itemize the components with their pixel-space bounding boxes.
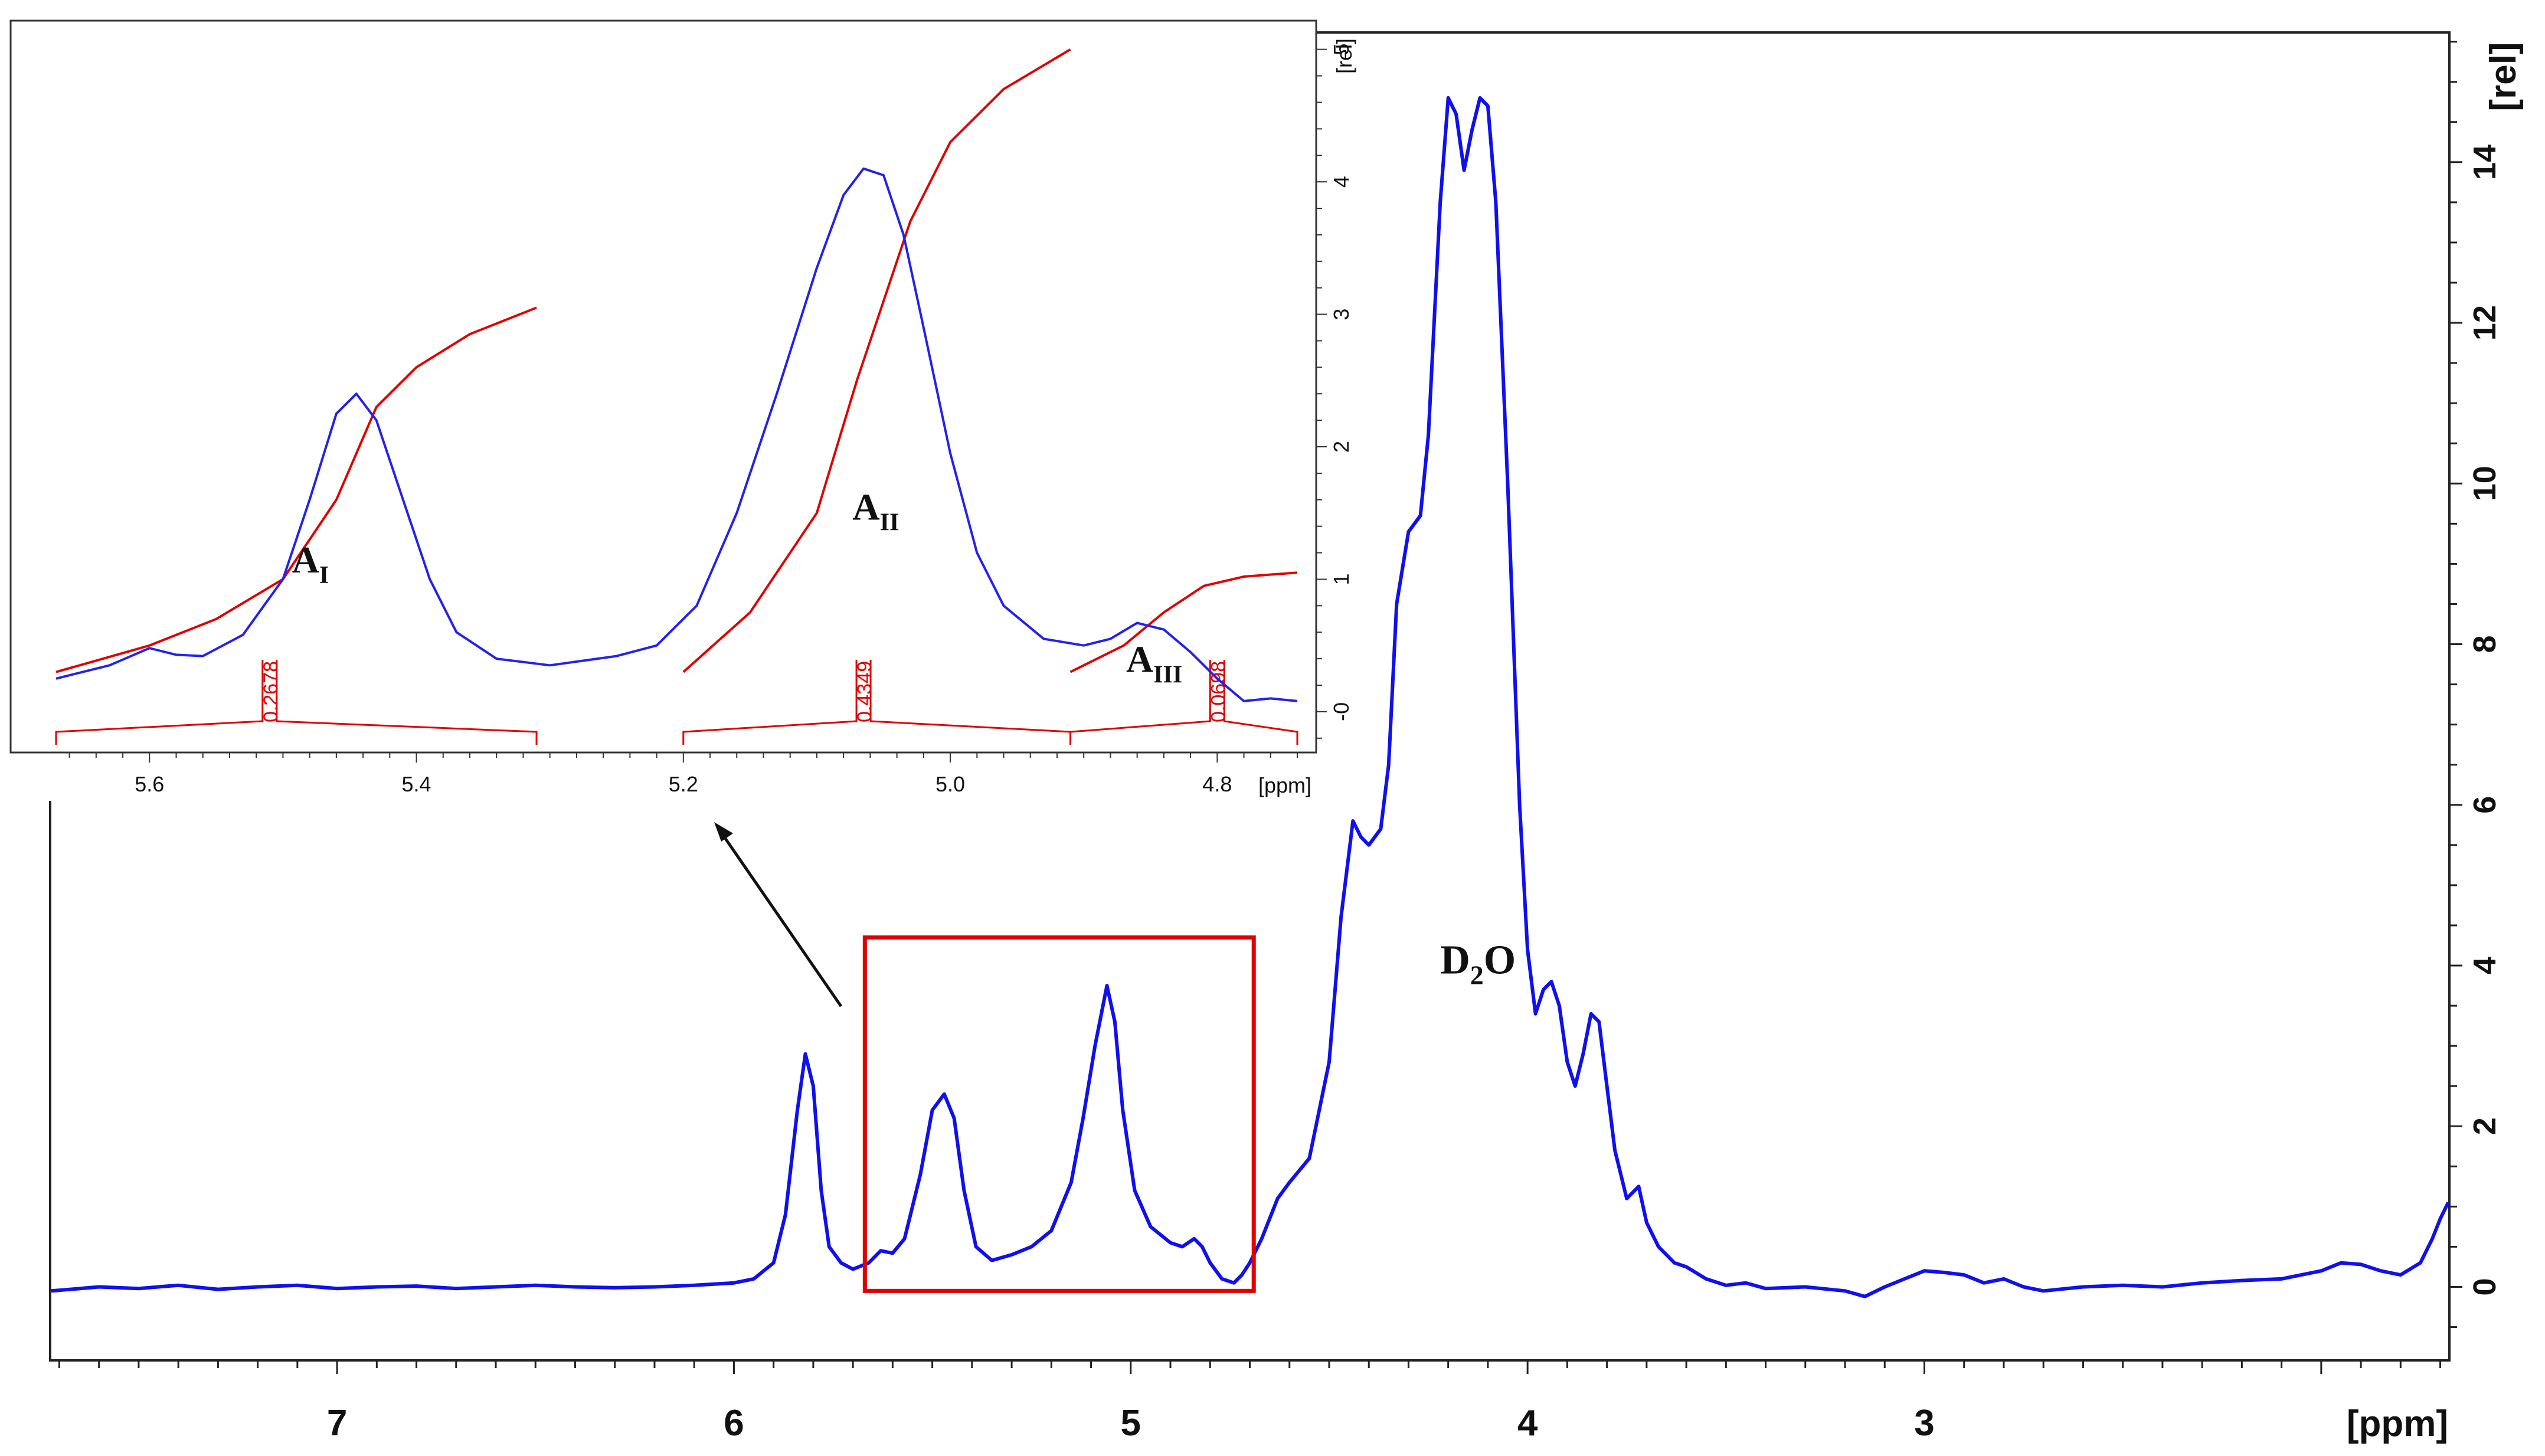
- main-x-tick-label: 3: [1914, 1403, 1934, 1444]
- inset-y-axis: -0 1 2 3 4 5: [1316, 44, 1353, 739]
- inset-y-tick-label: 5: [1329, 44, 1353, 55]
- inset-integrals: 0.2678 0.4349 0.0698: [55, 48, 1298, 745]
- integral-value-label: 0.4349: [853, 661, 876, 722]
- zoom-highlight-box: [862, 935, 1256, 1293]
- inset-x-tick-label: 5.4: [402, 772, 431, 796]
- zoom-arrow: [721, 834, 843, 1007]
- main-y-tick-label: 2: [2467, 1117, 2503, 1135]
- integral-value-label: 0.2678: [260, 661, 282, 722]
- main-y-tick-label: 4: [2467, 957, 2503, 974]
- main-x-tick-label: 7: [327, 1403, 347, 1444]
- inset-x-axis-label: [ppm]: [1258, 773, 1311, 797]
- inset-y-tick-label: 4: [1329, 176, 1353, 188]
- peak-label-a3: AIII: [1126, 639, 1182, 689]
- main-y-tick-label: 10: [2467, 466, 2503, 501]
- d2o-peak-label: D2O: [1440, 938, 1516, 990]
- main-x-tick-label: 6: [724, 1403, 744, 1444]
- inset-y-tick-label: -0: [1329, 702, 1353, 721]
- zoom-arrowhead: [714, 822, 733, 842]
- inset-y-tick-label: 2: [1329, 441, 1353, 453]
- inset-x-axis: 5.6 5.4 5.2 5.0 4.8: [68, 752, 1298, 796]
- integral-curve: [55, 306, 537, 673]
- peak-label-a1: AI: [292, 539, 329, 589]
- main-spectrum-line: [51, 96, 2450, 1298]
- main-y-tick-label: 12: [2467, 305, 2503, 341]
- inset-background: [11, 21, 1316, 801]
- inset-plot-frame: [9, 19, 1317, 754]
- main-y-tick-label: 6: [2467, 796, 2503, 814]
- inset-y-tick-label: 3: [1329, 309, 1353, 320]
- integral-curve: [682, 48, 1071, 673]
- main-y-axis: 0 2 4 6 8 10 12 14: [2449, 41, 2503, 1329]
- integral-bracket: [55, 660, 538, 745]
- main-y-tick-label: 8: [2467, 635, 2503, 653]
- inset-x-tick-label: 5.2: [669, 772, 698, 796]
- peak-label-a2: AII: [852, 486, 899, 536]
- inset-y-axis-label: [rel]: [1332, 38, 1356, 74]
- main-x-tick-label: 5: [1121, 1403, 1141, 1444]
- main-x-axis-label: [ppm]: [2347, 1403, 2448, 1444]
- main-y-axis-label: [rel]: [2483, 42, 2524, 111]
- integral-bracket: [1069, 660, 1298, 745]
- inset-x-tick-label: 5.6: [135, 772, 164, 796]
- integral-curve: [1069, 571, 1298, 673]
- inset-x-tick-label: 4.8: [1202, 772, 1232, 796]
- main-x-axis: 7 6 5 4 3: [58, 1360, 2442, 1444]
- inset-plot: 5.6 5.4 5.2 5.0 4.8 -0 1 2 3 4 5 [ppm] [rel] 0.26…: [9, 19, 1356, 801]
- main-y-tick-label: 0: [2467, 1278, 2503, 1295]
- inset-x-tick-label: 5.0: [935, 772, 965, 796]
- main-y-tick-label: 14: [2467, 145, 2503, 180]
- main-x-tick-label: 4: [1517, 1403, 1538, 1444]
- integral-value-label: 0.0698: [1207, 661, 1229, 722]
- inset-spectrum-line: [55, 167, 1298, 702]
- inset-y-tick-label: 1: [1329, 573, 1353, 585]
